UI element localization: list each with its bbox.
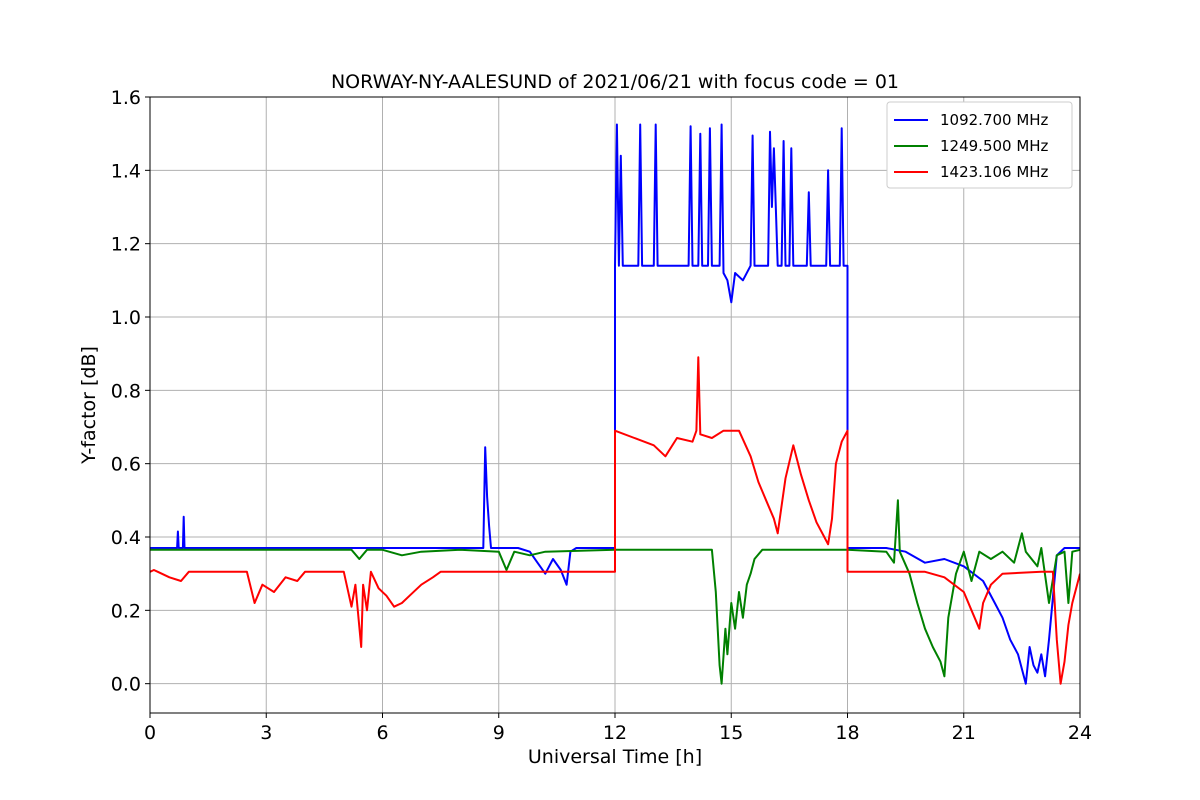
y-tick-label: 1.0 bbox=[111, 307, 141, 329]
legend: 1092.700 MHz 1249.500 MHz 1423.106 MHz bbox=[886, 101, 1073, 189]
legend-frame bbox=[886, 101, 1073, 189]
y-tick-label: 1.4 bbox=[111, 160, 141, 182]
x-tick-label: 18 bbox=[835, 722, 859, 744]
y-tick-label: 1.6 bbox=[111, 87, 141, 109]
x-tick-label: 15 bbox=[719, 722, 743, 744]
x-tick-label: 3 bbox=[260, 722, 272, 744]
legend-label-1: 1092.700 MHz bbox=[940, 111, 1049, 129]
legend-label-2: 1249.500 MHz bbox=[940, 137, 1049, 155]
y-tick-label: 0.0 bbox=[111, 674, 141, 696]
legend-label-3: 1423.106 MHz bbox=[940, 163, 1049, 181]
y-tick-label: 0.2 bbox=[111, 600, 141, 622]
chart-title: NORWAY-NY-AALESUND of 2021/06/21 with fo… bbox=[331, 71, 899, 93]
y-tick-label: 0.6 bbox=[111, 454, 141, 476]
y-tick-label: 0.4 bbox=[111, 527, 141, 549]
series-group bbox=[150, 123, 1080, 685]
y-tick-label: 0.8 bbox=[111, 380, 141, 402]
y-tick-label: 1.2 bbox=[111, 234, 141, 256]
series-line-1 bbox=[150, 123, 1080, 685]
y-axis-label: Y-factor [dB] bbox=[78, 346, 100, 465]
x-axis-ticks: 0 3 6 9 12 15 18 21 24 bbox=[144, 713, 1092, 744]
y-axis-ticks: 0.0 0.2 0.4 0.6 0.8 1.0 1.2 1.4 1.6 bbox=[111, 87, 150, 696]
x-axis-label: Universal Time [h] bbox=[528, 746, 702, 768]
x-tick-label: 6 bbox=[376, 722, 388, 744]
series-line-3 bbox=[150, 356, 1080, 685]
x-tick-label: 9 bbox=[493, 722, 505, 744]
x-tick-label: 24 bbox=[1068, 722, 1092, 744]
x-tick-label: 12 bbox=[603, 722, 627, 744]
x-tick-label: 21 bbox=[952, 722, 976, 744]
x-tick-label: 0 bbox=[144, 722, 156, 744]
